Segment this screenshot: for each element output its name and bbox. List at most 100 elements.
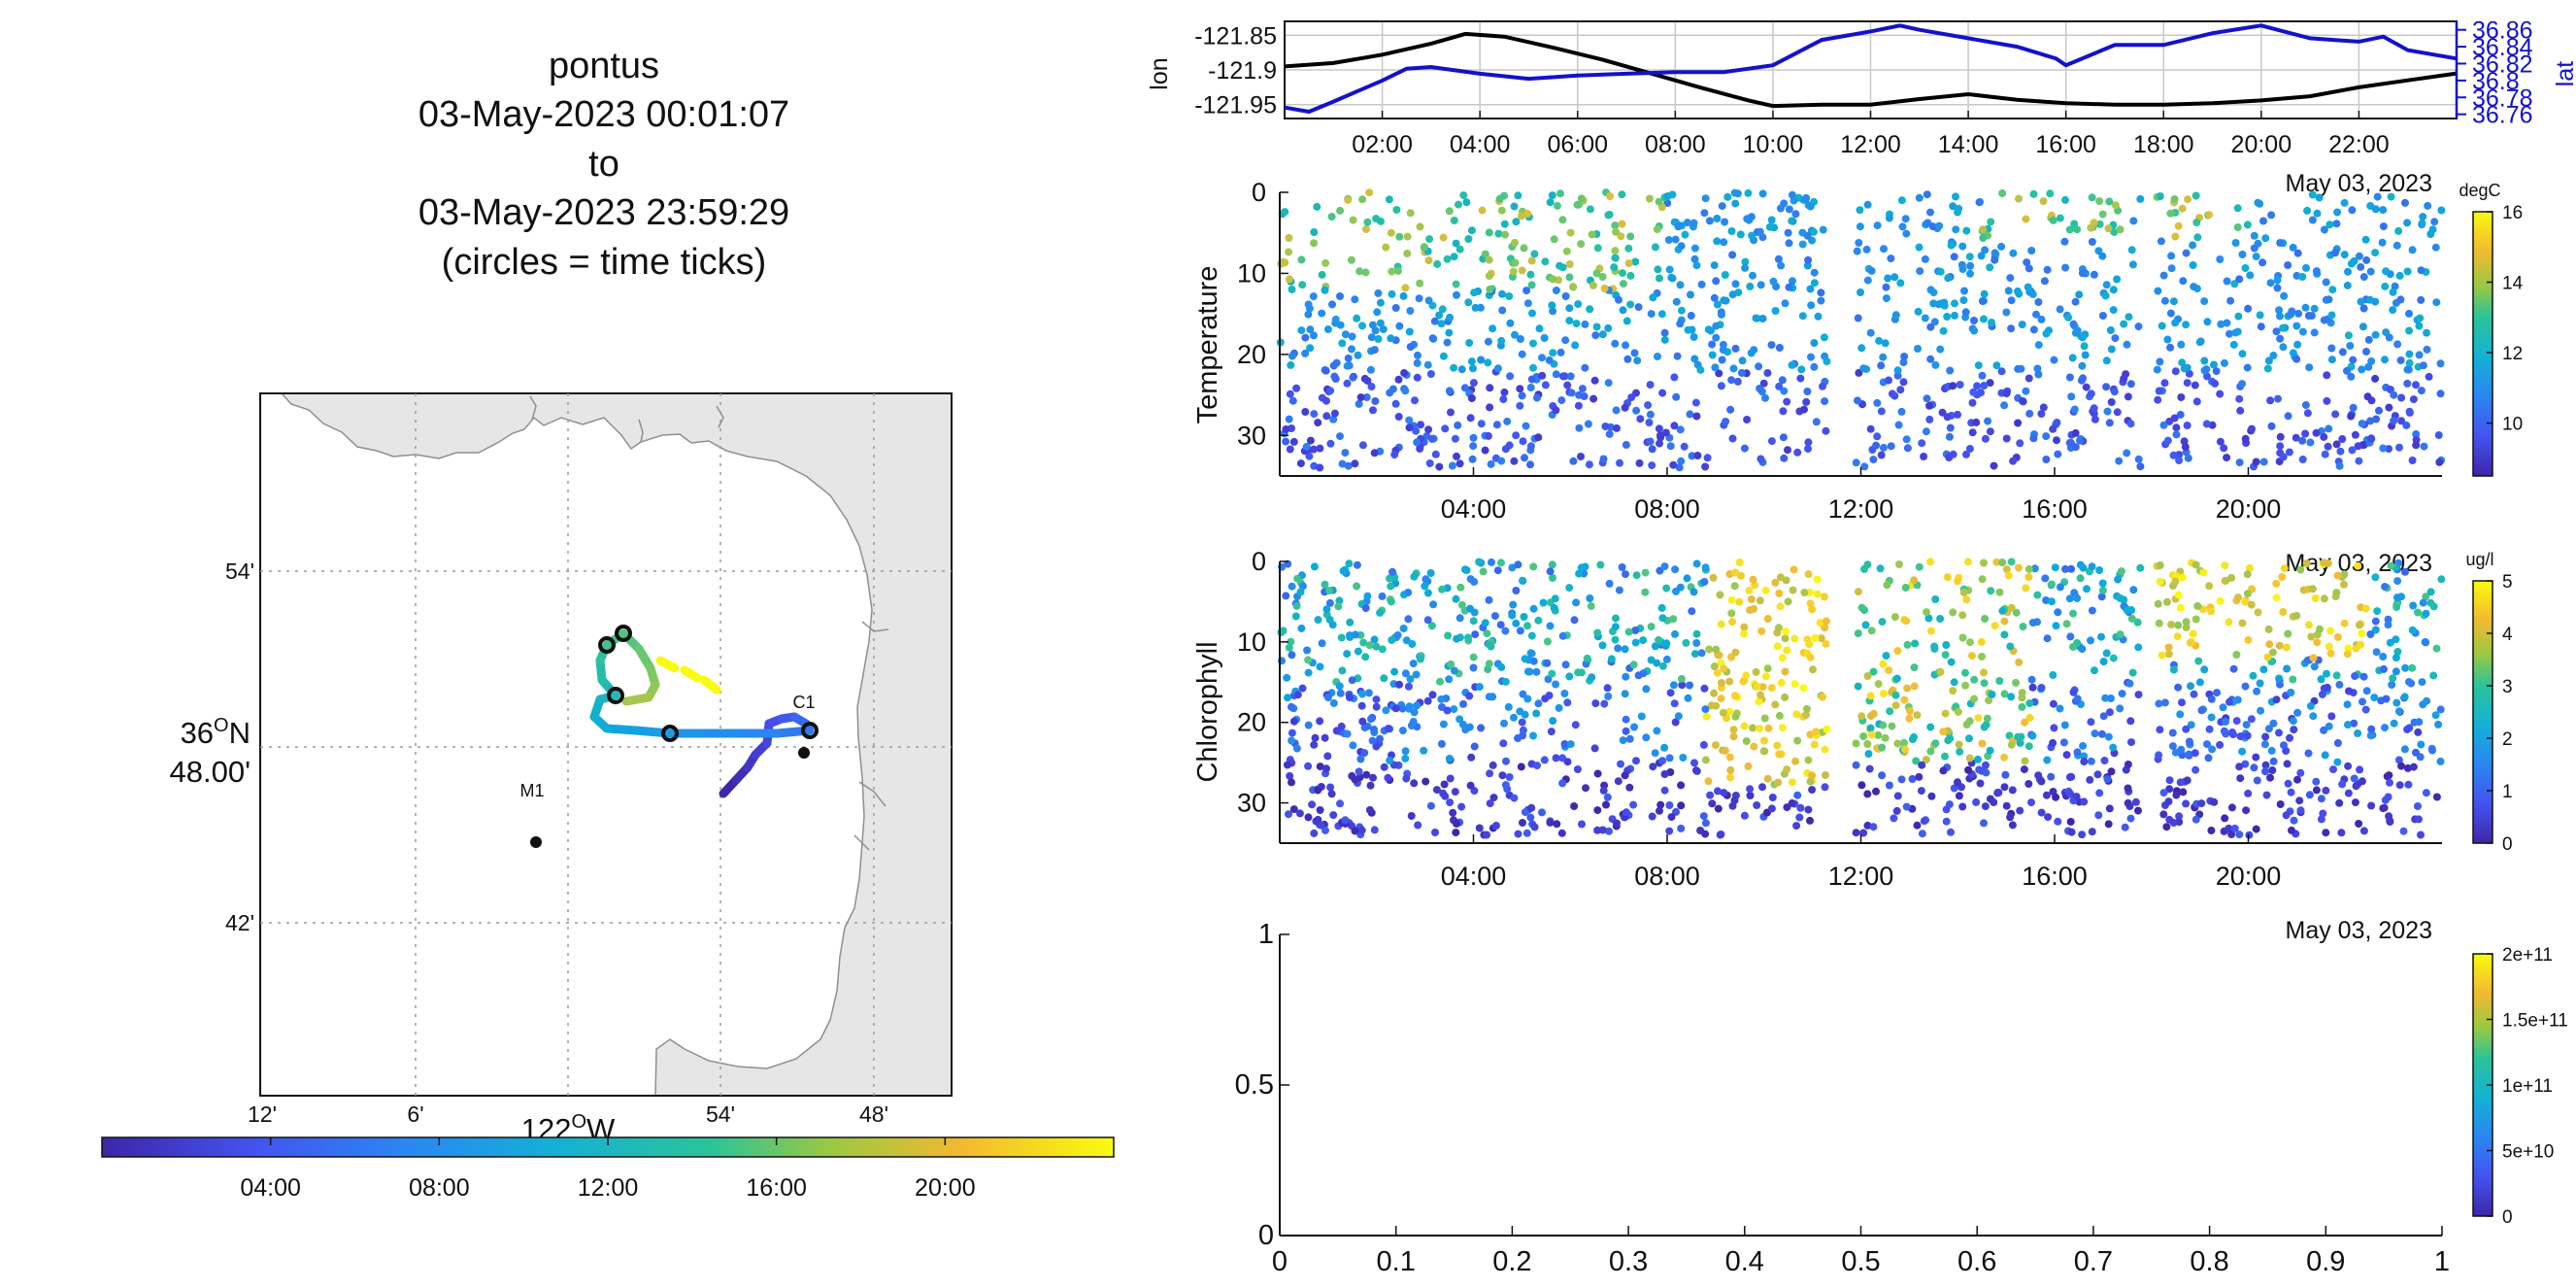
chlorophyll-point <box>1341 816 1350 825</box>
chlorophyll-point <box>2373 607 2382 616</box>
chlorophyll-point <box>2423 696 2431 705</box>
chlorophyll-point <box>1372 695 1381 704</box>
chlorophyll-point <box>1778 724 1787 732</box>
chlorophyll-point <box>2392 593 2401 602</box>
chlorophyll-point <box>1514 830 1522 838</box>
temperature-point <box>1810 279 1819 288</box>
chlorophyll-point <box>1954 577 1962 586</box>
chlorophyll-point <box>2193 602 2202 610</box>
chlorophyll-point <box>1854 682 1862 691</box>
time-tick-circle <box>598 636 616 654</box>
temperature-point <box>2355 457 2363 465</box>
chlorophyll-point <box>1704 777 1713 786</box>
temperature-point <box>2129 217 2138 225</box>
temperature-point <box>2349 356 2358 364</box>
chlorophyll-point <box>1551 594 1559 603</box>
chlorophyll-point <box>1346 631 1354 640</box>
chlorophyll-point <box>1572 598 1581 607</box>
temperature-point <box>2371 374 2380 383</box>
chlorophyll-point <box>1423 616 1432 625</box>
chlorophyll-colorbar-tick-label: 2 <box>2502 729 2513 750</box>
temperature-point <box>2366 267 2375 276</box>
temperature-point <box>1535 324 1544 333</box>
chlorophyll-point <box>1565 584 1574 593</box>
temperature-point <box>2233 223 2242 231</box>
temperature-point <box>1820 333 1828 342</box>
chlorophyll-point <box>2073 748 2082 757</box>
temperature-point <box>2054 450 2062 458</box>
temperature-point <box>2304 312 2313 320</box>
chlorophyll-point <box>1885 666 1893 674</box>
chlorophyll-point <box>1776 602 1785 611</box>
chlorophyll-point <box>1323 752 1332 761</box>
temperature-point <box>1493 364 1502 373</box>
chlorophyll-point <box>1812 728 1821 736</box>
chlorophyll-point <box>2312 786 2321 795</box>
chlorophyll-point <box>2260 740 2269 749</box>
chlorophyll-point <box>2268 766 2277 774</box>
temperature-point <box>1304 310 1313 319</box>
temperature-point <box>1336 292 1344 300</box>
temperature-point <box>2390 390 2398 399</box>
temperature-point <box>1501 445 1510 454</box>
temperature-point <box>2088 238 2096 246</box>
temperature-point <box>2279 323 2288 332</box>
chlorophyll-point <box>2422 609 2430 618</box>
chlorophyll-point <box>2326 627 2335 635</box>
chlorophyll-point <box>1660 562 1669 571</box>
chlorophyll-point <box>1547 728 1556 736</box>
temperature-point <box>2403 267 2412 276</box>
chlorophyll-point <box>2280 564 2289 573</box>
temperature-point <box>1806 285 1815 293</box>
temperature-point <box>2106 326 2115 334</box>
chlorophyll-point <box>2207 607 2216 616</box>
title-block: pontus 03-May-2023 00:01:07 to 03-May-20… <box>418 46 789 283</box>
temperature-point <box>2191 191 2200 200</box>
chlorophyll-point <box>2335 798 2344 807</box>
temperature-point <box>1713 215 1722 222</box>
chlorophyll-point <box>1475 824 1484 832</box>
chlorophyll-point <box>2382 695 2391 703</box>
temperature-point <box>1656 274 1663 283</box>
temperature-point <box>1860 462 1869 471</box>
chlorophyll-point <box>2225 618 2233 627</box>
temperature-point <box>1445 328 1454 337</box>
chlorophyll-point <box>1742 671 1751 680</box>
temperature-point <box>2415 322 2424 330</box>
temperature-point <box>1785 283 1793 291</box>
temperature-point <box>2405 350 2414 358</box>
chlorophyll-point <box>2283 664 2292 673</box>
temperature-point <box>2241 434 2250 443</box>
temperature-point <box>1406 343 1415 352</box>
chlorophyll-point <box>2422 638 2430 647</box>
temperature-point <box>2091 415 2099 424</box>
temperature-point <box>2385 445 2393 454</box>
temperature-point <box>2396 295 2405 304</box>
chlorophyll-point <box>1930 642 1939 651</box>
chlorophyll-point <box>1750 742 1758 751</box>
chlorophyll-point <box>1869 709 1878 718</box>
chlorophyll-point <box>2306 701 2315 710</box>
chlorophyll-point <box>1947 828 1955 836</box>
chlorophyll-point <box>1682 638 1690 647</box>
temperature-point <box>1979 225 1988 234</box>
chlorophyll-point <box>2436 705 2445 714</box>
temperature-point <box>1372 215 1381 223</box>
temperature-point <box>1944 274 1953 283</box>
chlorophyll-point <box>1712 645 1721 654</box>
chlorophyll-point <box>2025 713 2034 722</box>
temperature-point <box>1681 230 1689 239</box>
chlorophyll-point <box>1431 829 1439 836</box>
chlorophyll-point <box>2229 664 2238 673</box>
chlorophyll-point <box>1532 667 1541 676</box>
temperature-point <box>2301 429 2310 438</box>
chlorophyll-point <box>1393 631 1402 639</box>
temperature-point <box>1624 259 1633 268</box>
chlorophyll-point <box>2354 729 2362 737</box>
temperature-point <box>1660 328 1669 337</box>
temperature-point <box>2409 395 2418 404</box>
temperature-point <box>1611 254 1620 262</box>
chlorophyll-point <box>1314 616 1322 625</box>
temperature-point <box>2040 277 2049 286</box>
chlorophyll-point <box>2127 614 2136 623</box>
